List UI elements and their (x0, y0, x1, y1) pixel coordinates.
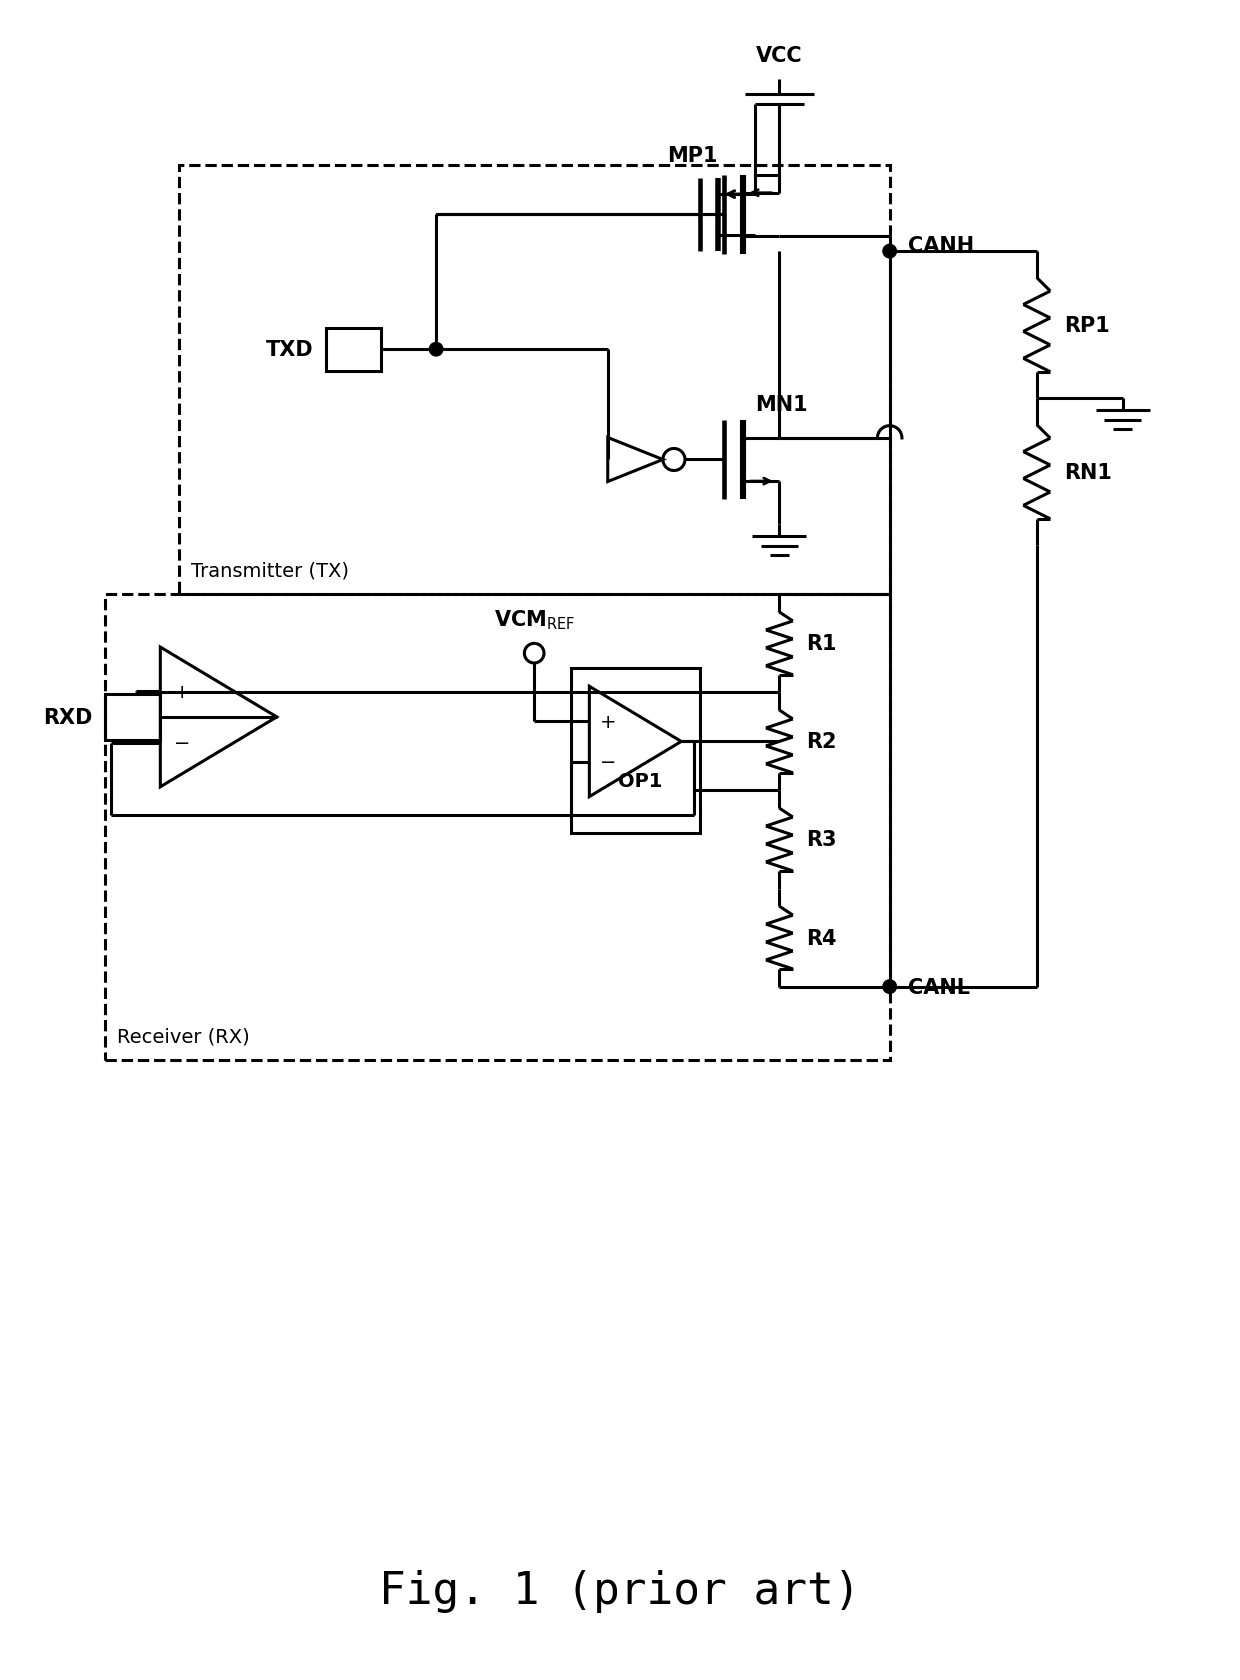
Text: +: + (174, 682, 191, 701)
Text: R1: R1 (806, 633, 837, 654)
Text: TXD: TXD (265, 339, 314, 360)
Bar (570, 669, 699, 833)
Circle shape (883, 245, 897, 259)
Text: MP1: MP1 (667, 146, 718, 166)
Circle shape (429, 343, 443, 356)
Text: RP1: RP1 (1064, 316, 1110, 336)
Text: Fig. 1 (prior art): Fig. 1 (prior art) (379, 1569, 861, 1611)
Text: CANL: CANL (908, 978, 970, 996)
Text: VCC: VCC (756, 45, 802, 66)
Text: Transmitter (TX): Transmitter (TX) (191, 561, 348, 580)
Text: R2: R2 (806, 732, 837, 753)
Circle shape (883, 979, 897, 995)
Bar (105, 694, 160, 741)
Text: RN1: RN1 (1064, 462, 1111, 482)
Text: RXD: RXD (43, 707, 93, 727)
Text: −: − (600, 753, 616, 771)
Text: OP1: OP1 (618, 773, 662, 791)
Bar (105, 595, 889, 1060)
Text: VCM$_{\mathsf{REF}}$: VCM$_{\mathsf{REF}}$ (494, 608, 575, 632)
Bar (326, 329, 381, 371)
Text: +: + (599, 712, 616, 731)
Bar (179, 166, 889, 595)
Text: −: − (174, 734, 191, 753)
Text: CANH: CANH (908, 235, 975, 255)
Text: R3: R3 (806, 830, 837, 850)
Text: MN1: MN1 (755, 395, 807, 415)
Text: R4: R4 (806, 927, 837, 948)
Text: Receiver (RX): Receiver (RX) (118, 1026, 250, 1047)
